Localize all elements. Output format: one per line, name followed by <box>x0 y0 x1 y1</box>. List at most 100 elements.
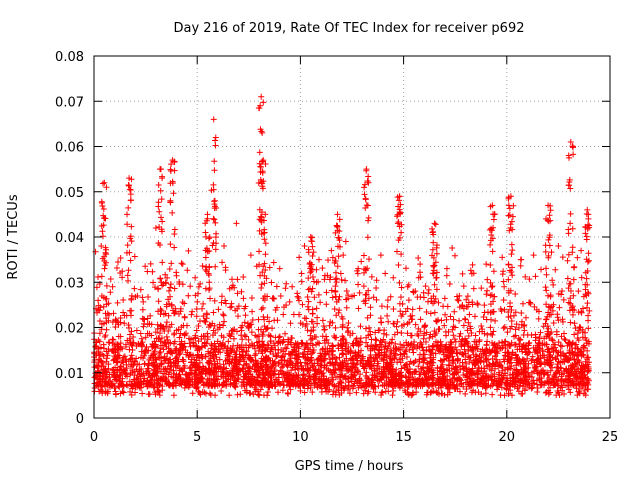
data-point <box>98 321 105 328</box>
data-point <box>167 281 174 288</box>
data-point <box>501 338 508 345</box>
data-point <box>240 381 247 388</box>
data-point <box>449 381 456 388</box>
data-point <box>144 383 151 390</box>
data-point <box>452 384 459 391</box>
data-point <box>455 297 462 304</box>
data-point <box>343 339 350 346</box>
data-point <box>172 374 179 381</box>
data-point <box>573 361 580 368</box>
data-point <box>245 365 252 372</box>
data-point <box>431 309 438 316</box>
data-point <box>576 381 583 388</box>
data-point <box>112 323 119 330</box>
data-point <box>529 353 536 360</box>
data-point <box>297 387 304 394</box>
data-point <box>304 327 311 334</box>
data-point <box>458 341 465 348</box>
data-point <box>204 311 211 318</box>
data-point <box>500 278 507 285</box>
data-point <box>332 283 339 290</box>
data-point <box>156 336 163 343</box>
data-point <box>269 295 276 302</box>
data-point <box>176 334 183 341</box>
data-point <box>429 229 436 236</box>
data-point <box>161 370 168 377</box>
data-point <box>467 379 474 386</box>
data-point <box>564 342 571 349</box>
data-point <box>429 362 436 369</box>
data-point <box>506 303 513 310</box>
data-point <box>565 251 572 258</box>
data-point <box>263 361 270 368</box>
data-point <box>550 341 557 348</box>
data-point <box>308 237 315 244</box>
data-point <box>253 361 260 368</box>
data-point <box>279 387 286 394</box>
data-point <box>325 257 332 264</box>
data-point <box>186 335 193 342</box>
data-point <box>193 342 200 349</box>
data-point <box>154 285 161 292</box>
data-point <box>571 263 578 270</box>
data-point <box>307 384 314 391</box>
data-point <box>277 292 284 299</box>
data-point <box>242 333 249 340</box>
data-point <box>332 258 339 265</box>
data-point <box>507 387 514 394</box>
data-point <box>219 382 226 389</box>
data-point <box>96 352 103 359</box>
data-point <box>482 355 489 362</box>
data-point <box>404 342 411 349</box>
data-point <box>505 202 512 209</box>
data-point <box>229 276 236 283</box>
data-point <box>303 315 310 322</box>
data-point <box>228 373 235 380</box>
data-point <box>273 353 280 360</box>
data-point <box>360 283 367 290</box>
data-point <box>450 316 457 323</box>
data-point <box>537 355 544 362</box>
data-point <box>582 224 589 231</box>
data-point <box>419 381 426 388</box>
data-point <box>137 373 144 380</box>
peak-point <box>567 138 574 145</box>
data-point <box>212 392 219 399</box>
data-point <box>205 235 212 242</box>
data-point <box>311 294 318 301</box>
data-point <box>494 350 501 357</box>
data-point <box>266 384 273 391</box>
data-point <box>565 285 572 292</box>
data-point <box>585 325 592 332</box>
data-point <box>469 365 476 372</box>
data-point <box>133 327 140 334</box>
data-point <box>157 360 164 367</box>
data-point <box>368 378 375 385</box>
data-point <box>548 303 555 310</box>
data-point <box>357 335 364 342</box>
data-point <box>184 267 191 274</box>
data-point <box>421 357 428 364</box>
data-point <box>286 382 293 389</box>
data-point <box>377 252 384 259</box>
data-point <box>208 378 215 385</box>
data-point <box>271 368 278 375</box>
data-point <box>501 323 508 330</box>
data-point <box>575 288 582 295</box>
data-point <box>264 366 271 373</box>
peak-point <box>489 202 496 209</box>
data-point <box>290 376 297 383</box>
data-point <box>525 349 532 356</box>
data-point <box>128 392 135 399</box>
data-point <box>566 307 573 314</box>
data-point <box>312 377 319 384</box>
data-point <box>180 364 187 371</box>
data-point <box>210 327 217 334</box>
data-point <box>538 266 545 273</box>
data-point <box>352 352 359 359</box>
data-point <box>185 378 192 385</box>
data-point <box>544 348 551 355</box>
data-point <box>489 248 496 255</box>
data-point <box>403 339 410 346</box>
data-point <box>289 283 296 290</box>
